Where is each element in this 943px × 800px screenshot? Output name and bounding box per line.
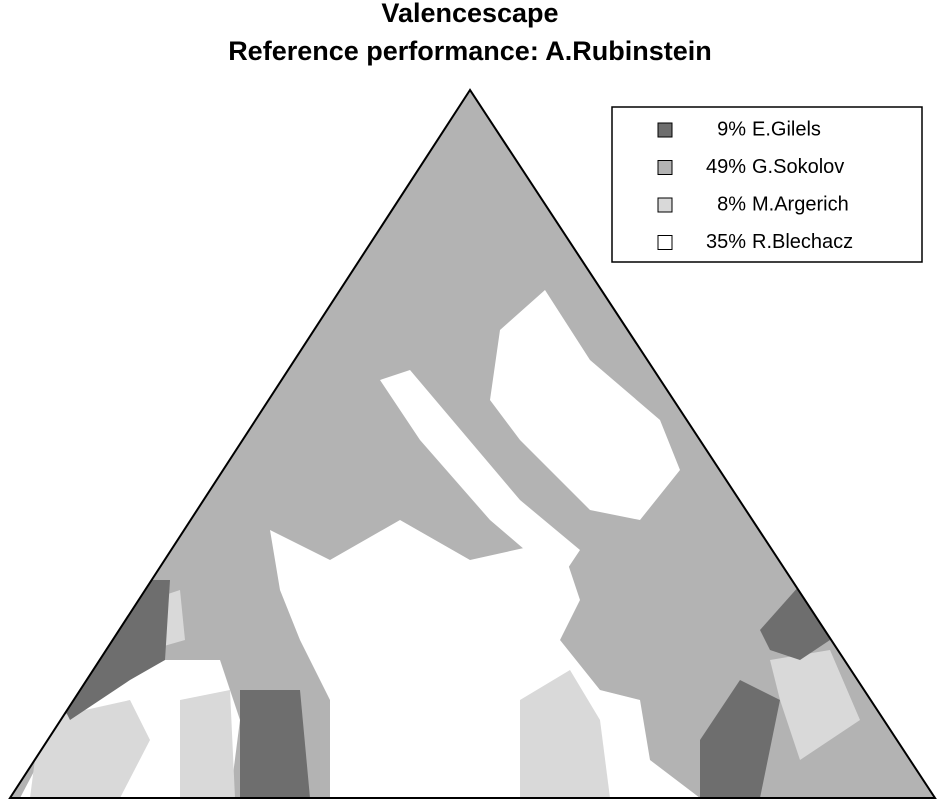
legend-value: 8% — [717, 193, 746, 215]
triangle-outline — [8, 88, 937, 799]
legend-swatch — [657, 122, 673, 138]
legend-value: 35% — [706, 231, 746, 253]
region — [520, 670, 610, 798]
legend-value: 9% — [717, 118, 746, 140]
region — [380, 370, 580, 580]
region — [760, 585, 830, 660]
chart-title: Valencescape — [381, 0, 558, 28]
legend: 9% E.Gilels 49% G.Sokolov 8% M.Argerich 35% R.B… — [657, 118, 853, 253]
legend-swatch — [657, 235, 673, 250]
legend-swatch — [657, 197, 673, 213]
region — [490, 290, 680, 520]
legend-value: 49% — [706, 156, 746, 178]
legend-label: E.Gilels — [752, 118, 821, 140]
legend-label: M.Argerich — [752, 193, 849, 215]
region — [60, 580, 170, 720]
region — [700, 680, 780, 798]
legend-label: G.Sokolov — [752, 156, 844, 178]
legend-label: R.Blechacz — [752, 231, 853, 253]
valence-map — [10, 90, 935, 798]
region — [770, 650, 860, 760]
region — [30, 700, 150, 798]
region — [180, 690, 235, 798]
chart-subtitle: Reference performance: A.Rubinstein — [228, 36, 712, 66]
legend-swatch — [657, 160, 673, 175]
region — [240, 690, 310, 798]
